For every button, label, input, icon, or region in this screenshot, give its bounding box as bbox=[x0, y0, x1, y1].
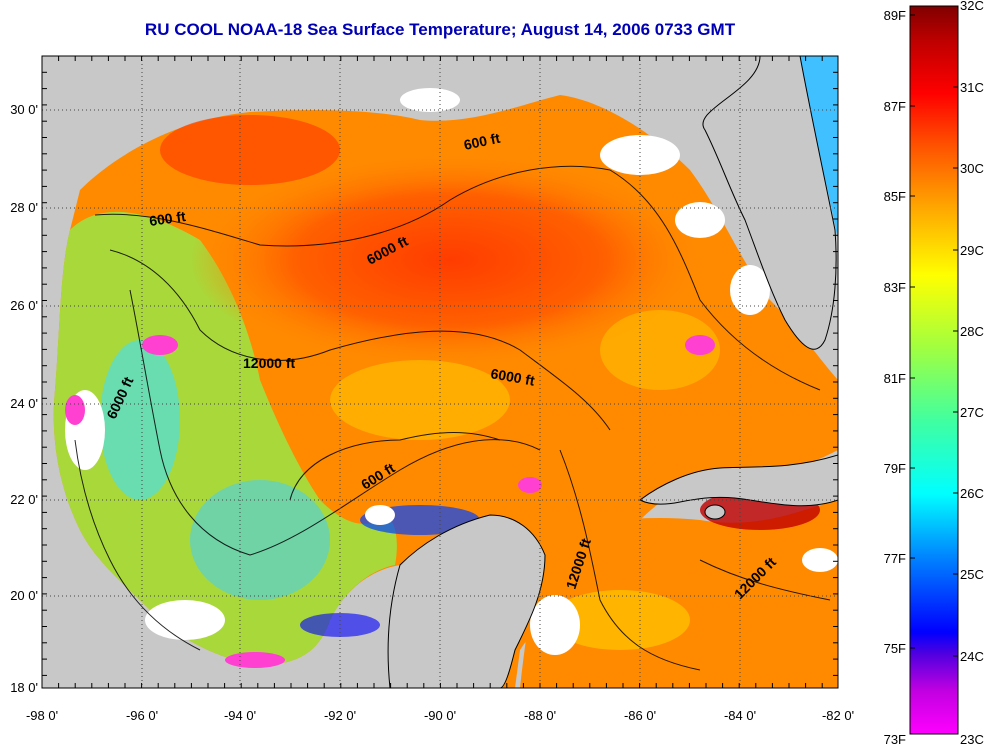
lon-tick-label: -88 0' bbox=[524, 708, 556, 723]
colorbar-f-label: 75F bbox=[884, 641, 906, 656]
lon-tick-label: -92 0' bbox=[324, 708, 356, 723]
lat-tick-label: 28 0' bbox=[10, 200, 38, 215]
colorbar-f-label: 87F bbox=[884, 99, 906, 114]
colorbar-f-label: 81F bbox=[884, 371, 906, 386]
depth-label: 600 ft bbox=[462, 130, 501, 153]
lon-tick-label: -90 0' bbox=[424, 708, 456, 723]
lon-tick-label: -94 0' bbox=[224, 708, 256, 723]
lat-tick-label: 22 0' bbox=[10, 492, 38, 507]
colorbar-c-ticks bbox=[953, 86, 958, 657]
colorbar-fahrenheit-labels: 89F 87F 85F 83F 81F 79F 77F 75F 73F bbox=[884, 8, 906, 747]
warm-north bbox=[160, 115, 340, 185]
lat-tick-label: 26 0' bbox=[10, 298, 38, 313]
colorbar-f-label: 79F bbox=[884, 461, 906, 476]
map-title: RU COOL NOAA-18 Sea Surface Temperature;… bbox=[144, 20, 736, 39]
depth-label: 600 ft bbox=[148, 208, 187, 229]
colorbar-f-label: 83F bbox=[884, 280, 906, 295]
florida-land bbox=[702, 56, 837, 350]
colorbar-c-label: 26C bbox=[960, 486, 984, 501]
mid-patch-1 bbox=[330, 360, 510, 440]
lon-tick-label: -84 0' bbox=[724, 708, 756, 723]
colorbar-c-label: 27C bbox=[960, 405, 984, 420]
lon-tick-label: -96 0' bbox=[126, 708, 158, 723]
lon-tick-label: -98 0' bbox=[26, 708, 58, 723]
lon-tick-label: -86 0' bbox=[624, 708, 656, 723]
bathymetry-contours bbox=[74, 165, 831, 671]
warm-core bbox=[190, 150, 710, 370]
lat-tick-label: 30 0' bbox=[10, 102, 38, 117]
colorbar-f-label: 89F bbox=[884, 8, 906, 23]
colorbar-celsius-labels: 32C 31C 30C 29C 28C 27C 26C 25C 24C 23C bbox=[960, 0, 984, 747]
colorbar-c-label: 25C bbox=[960, 567, 984, 582]
colorbar-f-ticks bbox=[910, 14, 915, 649]
colorbar-c-label: 23C bbox=[960, 732, 984, 747]
frame-ticks bbox=[41, 55, 838, 688]
atlantic-water bbox=[800, 56, 838, 240]
depth-label: 6000 ft bbox=[489, 365, 536, 389]
colorbar-c-label: 28C bbox=[960, 324, 984, 339]
caribbean-water bbox=[520, 500, 838, 688]
mid-patch-2 bbox=[600, 310, 720, 390]
lon-axis: -98 0' -96 0' -94 0' -92 0' -90 0' -88 0… bbox=[26, 708, 854, 723]
colorbar bbox=[909, 5, 959, 735]
isla-juventud bbox=[704, 504, 726, 520]
lat-axis: 30 0' 28 0' 26 0' 24 0' 22 0' 20 0' 18 0… bbox=[10, 102, 38, 695]
lon-tick-label: -82 0' bbox=[822, 708, 854, 723]
lat-tick-label: 20 0' bbox=[10, 588, 38, 603]
colorbar-f-label: 73F bbox=[884, 732, 906, 747]
colorbar-c-label: 30C bbox=[960, 161, 984, 176]
cuba-land bbox=[639, 454, 838, 507]
colorbar-c-label: 31C bbox=[960, 80, 984, 95]
colorbar-f-label: 77F bbox=[884, 551, 906, 566]
colorbar-f-label: 85F bbox=[884, 189, 906, 204]
colorbar-c-label: 32C bbox=[960, 0, 984, 13]
cool-patch-west bbox=[100, 340, 180, 500]
lat-tick-label: 24 0' bbox=[10, 396, 38, 411]
mid-patch-3 bbox=[550, 590, 690, 650]
colorbar-c-label: 24C bbox=[960, 649, 984, 664]
cloud-mask bbox=[65, 88, 838, 655]
depth-label: 12000 ft bbox=[243, 355, 295, 371]
yucatan-land bbox=[387, 514, 546, 688]
cool-patch-campeche bbox=[190, 480, 330, 600]
grid bbox=[42, 56, 838, 688]
lat-tick-label: 18 0' bbox=[10, 680, 38, 695]
colorbar-c-label: 29C bbox=[960, 243, 984, 258]
